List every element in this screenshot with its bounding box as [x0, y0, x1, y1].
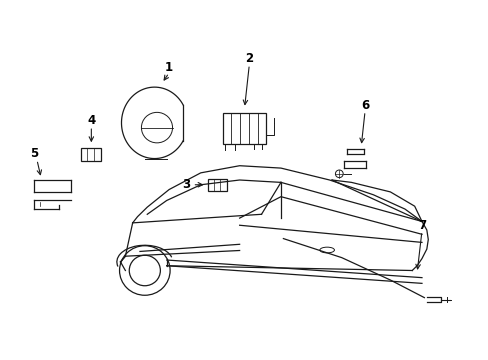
Text: 5: 5 [30, 147, 39, 160]
Text: 6: 6 [360, 99, 368, 112]
Text: 7: 7 [417, 219, 425, 232]
FancyBboxPatch shape [81, 148, 101, 161]
Text: 3: 3 [182, 178, 190, 191]
FancyBboxPatch shape [222, 113, 266, 144]
Text: 2: 2 [245, 52, 253, 65]
FancyBboxPatch shape [207, 179, 226, 191]
Text: 1: 1 [165, 60, 173, 73]
Text: 4: 4 [87, 114, 95, 127]
